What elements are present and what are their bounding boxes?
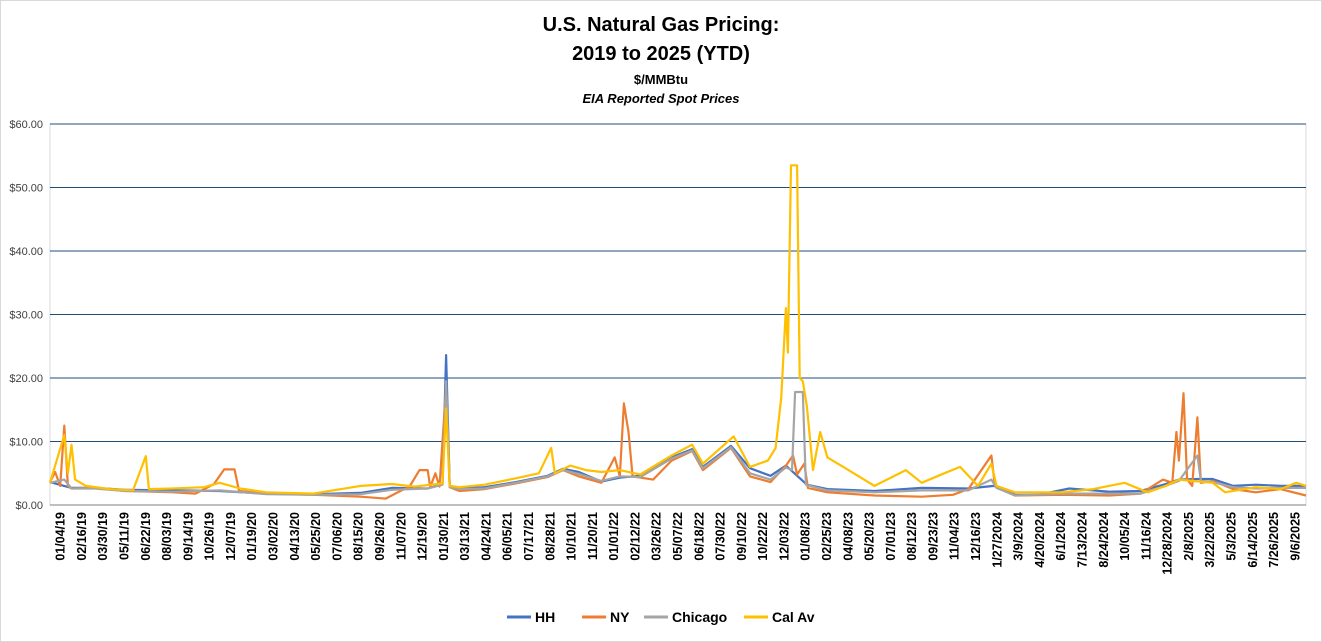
x-tick-label: 3/22/2025	[1203, 512, 1217, 568]
x-tick-label: 07/30/22	[714, 512, 728, 561]
x-tick-label: 01/08/23	[799, 512, 813, 561]
x-tick-label: 10/10/21	[565, 512, 579, 561]
x-tick-label: 8/24/2024	[1097, 512, 1111, 568]
x-tick-label: 05/07/22	[671, 512, 685, 561]
x-tick-label: 11/20/21	[586, 512, 600, 560]
x-tick-label: 03/30/19	[96, 512, 110, 561]
y-tick-label: $0.00	[15, 500, 43, 512]
series-line-cal-av	[48, 164, 1307, 495]
x-tick-label: 11/04/23	[948, 512, 962, 560]
x-tick-label: 03/26/22	[650, 512, 664, 561]
x-tick-label: 03/13/21	[458, 512, 472, 561]
x-tick-label: 12/19/20	[416, 512, 430, 561]
x-tick-label: 03/02/20	[267, 512, 281, 561]
series-line-hh	[49, 354, 1306, 496]
x-tick-label: 7/13/2024	[1075, 512, 1089, 568]
x-tick-label: 08/12/23	[905, 512, 919, 561]
x-tick-label: 01/30/21	[437, 512, 451, 561]
y-tick-label: $50.00	[9, 183, 43, 195]
x-tick-label: 6/14/2025	[1246, 512, 1260, 568]
x-tick-label: 06/22/19	[139, 512, 153, 561]
x-tick-label: 09/14/19	[181, 512, 195, 561]
legend-label: Cal Av	[772, 609, 815, 625]
x-tick-label: 05/25/20	[309, 512, 323, 561]
x-tick-label: 09/23/23	[926, 512, 940, 561]
x-tick-label: 05/20/23	[863, 512, 877, 561]
x-tick-label: 1/27/2024	[990, 512, 1004, 568]
x-tick-label: 02/25/23	[820, 512, 834, 561]
y-tick-label: $20.00	[9, 373, 43, 385]
x-tick-label: 12/07/19	[224, 512, 238, 561]
legend-label: NY	[610, 609, 630, 625]
y-tick-label: $10.00	[9, 437, 43, 449]
x-tick-label: 07/06/20	[330, 512, 344, 561]
y-tick-label: $40.00	[9, 246, 43, 258]
x-tick-label: 05/11/19	[118, 512, 132, 560]
legend-label: Chicago	[672, 609, 727, 625]
chart-title-line2: 2019 to 2025 (YTD)	[572, 43, 750, 65]
x-tick-label: 06/18/22	[692, 512, 706, 561]
x-tick-label: 12/16/23	[969, 512, 983, 561]
x-tick-label: 11/07/20	[394, 512, 408, 560]
x-tick-label: 04/08/23	[841, 512, 855, 561]
x-tick-label: 02/12/22	[628, 512, 642, 561]
x-tick-label: 3/9/2024	[1012, 512, 1026, 561]
x-tick-label: 4/20/2024	[1033, 512, 1047, 568]
x-tick-label: 9/6/2025	[1288, 512, 1302, 561]
x-tick-label: 04/24/21	[479, 512, 493, 561]
y-tick-label: $60.00	[9, 119, 43, 131]
chart-subtitle-units: $/MMBtu	[633, 72, 689, 87]
x-tick-label: 12/28/2024	[1161, 512, 1175, 575]
legend-label: HH	[535, 609, 555, 625]
x-tick-label: 11/16/24	[1139, 512, 1153, 560]
x-tick-label: 6/1/2024	[1054, 512, 1068, 561]
x-tick-label: 07/01/23	[884, 512, 898, 561]
x-tick-label: 01/04/19	[54, 512, 68, 561]
x-tick-label: 09/10/22	[735, 512, 749, 561]
x-tick-label: 10/26/19	[203, 512, 217, 561]
y-tick-label: $30.00	[9, 310, 43, 322]
x-tick-label: 10/05/24	[1118, 512, 1132, 561]
chart-title: U.S. Natural Gas Pricing:	[542, 14, 780, 36]
x-tick-label: 04/13/20	[288, 512, 302, 561]
x-tick-label: 7/26/2025	[1267, 512, 1281, 568]
x-tick-label: 10/22/22	[756, 512, 770, 561]
x-tick-label: 5/3/2025	[1224, 512, 1238, 561]
x-tick-label: 06/05/21	[501, 512, 515, 561]
x-tick-label: 02/16/19	[75, 512, 89, 561]
x-tick-label: 08/15/20	[352, 512, 366, 561]
x-tick-label: 12/03/22	[777, 512, 791, 561]
x-tick-label: 08/28/21	[543, 512, 557, 561]
x-tick-label: 09/26/20	[373, 512, 387, 561]
series-line-chicago	[49, 380, 1306, 497]
chart-subtitle-source: EIA Reported Spot Prices	[582, 91, 740, 106]
series-line-ny	[49, 386, 1307, 500]
x-tick-label: 01/19/20	[245, 512, 259, 561]
x-tick-label: 2/8/2025	[1182, 512, 1196, 561]
x-tick-label: 07/17/21	[522, 512, 536, 561]
x-tick-label: 08/03/19	[160, 512, 174, 561]
x-tick-label: 01/01/22	[607, 512, 621, 561]
